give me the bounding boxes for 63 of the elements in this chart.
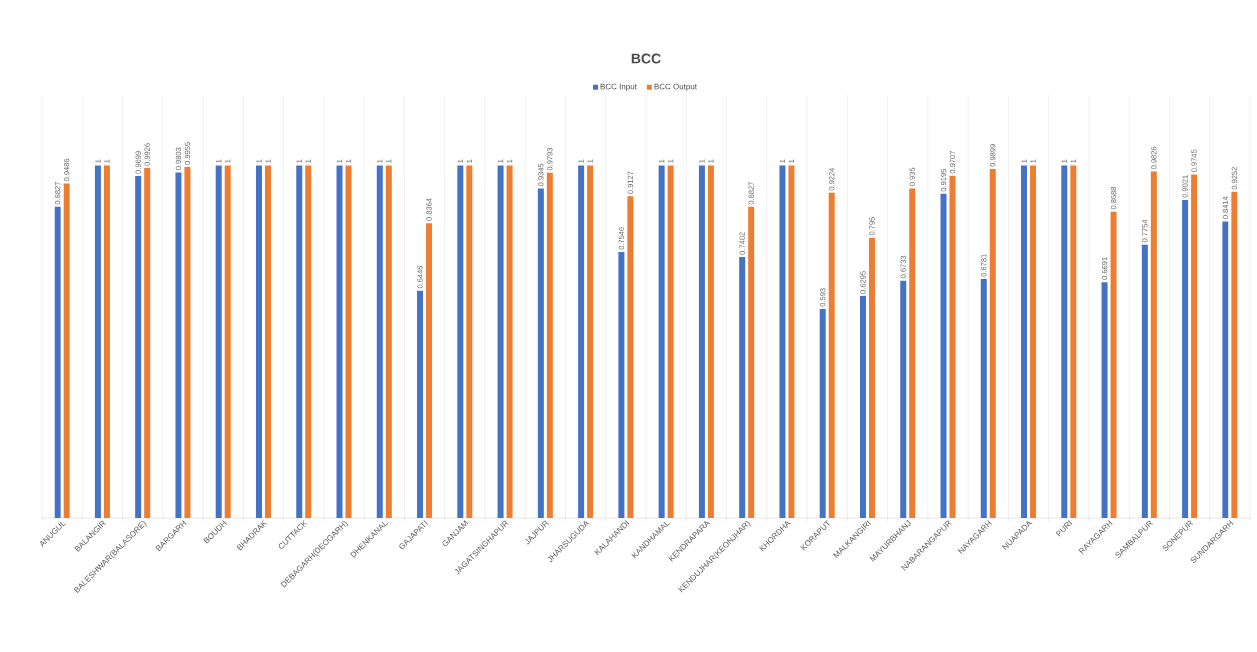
bar [779, 165, 786, 518]
bar [385, 165, 392, 518]
bar [859, 296, 866, 518]
bar [497, 165, 504, 518]
bar [296, 165, 303, 518]
bar [949, 175, 956, 518]
bar [1101, 282, 1108, 518]
bar [54, 206, 61, 518]
bar [546, 172, 553, 518]
bar [1061, 165, 1068, 518]
bar [345, 165, 352, 518]
bar [537, 188, 544, 518]
bar [336, 165, 343, 518]
bar [698, 165, 705, 518]
bar [1070, 165, 1077, 518]
bar [426, 223, 433, 518]
bar [305, 165, 312, 518]
bar [1021, 165, 1028, 518]
bar [417, 290, 424, 518]
bar [466, 165, 473, 518]
bar [900, 280, 907, 518]
bar [707, 165, 714, 518]
bar [828, 192, 835, 518]
bar [1231, 191, 1238, 518]
bar [506, 165, 513, 518]
bar [376, 165, 383, 518]
bar [255, 165, 262, 518]
bar [135, 176, 142, 518]
bar [667, 165, 674, 518]
legend-label: BCC Output [654, 83, 697, 91]
bar [587, 165, 594, 518]
bar [184, 167, 191, 518]
bar [578, 165, 585, 518]
bar [94, 165, 101, 518]
bar [1191, 174, 1198, 518]
bar [1110, 211, 1117, 518]
bar [909, 188, 916, 518]
bar [1030, 165, 1037, 518]
bar [658, 165, 665, 518]
bar [1182, 200, 1189, 518]
bar [618, 251, 625, 518]
bar [739, 257, 746, 518]
bar [224, 165, 231, 518]
bar [989, 169, 996, 518]
bar [1150, 171, 1157, 518]
chart-title: BCC [631, 53, 661, 64]
bar [748, 206, 755, 518]
bar [1222, 221, 1229, 518]
bar [940, 193, 947, 518]
bar [264, 165, 271, 518]
bar [175, 172, 182, 518]
bar [63, 183, 70, 518]
bar [819, 308, 826, 518]
bar [627, 196, 634, 518]
bar [215, 165, 222, 518]
bar [868, 237, 875, 518]
bar [457, 165, 464, 518]
bar [980, 278, 987, 518]
legend-label: BCC Input [600, 83, 637, 91]
bar [788, 165, 795, 518]
bar [103, 165, 110, 518]
bar [1141, 244, 1148, 518]
bar [144, 168, 151, 518]
